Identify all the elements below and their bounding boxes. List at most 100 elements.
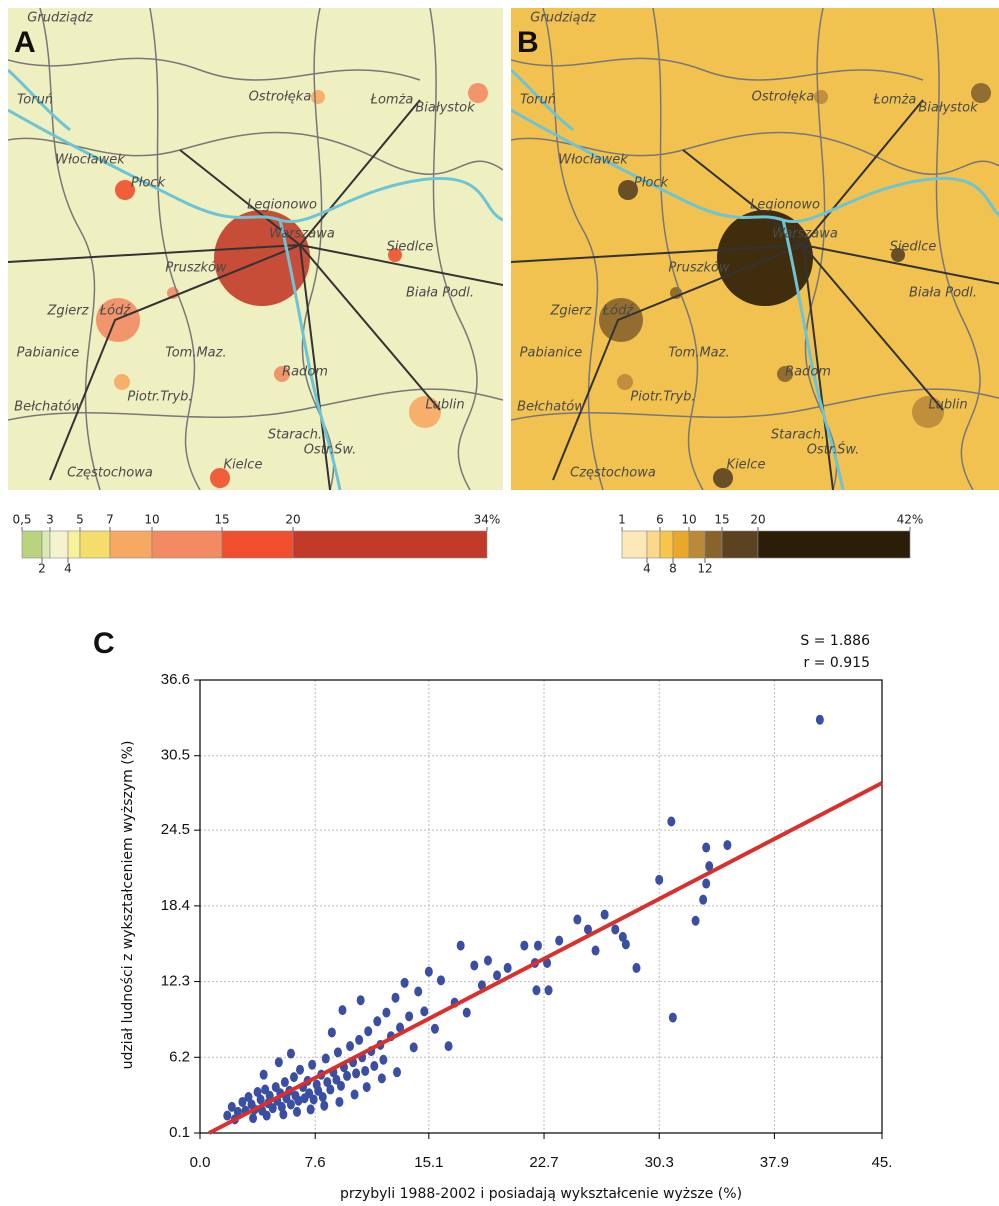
point (287, 1049, 295, 1059)
point (534, 941, 542, 951)
legend-label: 42% (897, 513, 924, 527)
y-tick-label: 30.5 (161, 747, 190, 764)
legend-swatch (689, 531, 705, 558)
city-label: Łomża (873, 93, 917, 108)
legend-label: 8 (669, 562, 677, 576)
map-panel: GrudziądzToruńWłocławekPłockOstrołękaŁom… (511, 8, 999, 490)
city-label: Łomża (370, 93, 414, 108)
point (337, 1081, 345, 1091)
legend-label: 15 (714, 513, 729, 527)
point (601, 910, 609, 920)
map-region (617, 374, 633, 390)
city-label: Pruszków (668, 261, 730, 276)
legend-label: 4 (64, 562, 72, 576)
legend-swatch (152, 531, 222, 558)
x-tick-label: 0.0 (190, 1154, 211, 1171)
city-label: Zgierz (550, 304, 593, 319)
legend-label: 5 (76, 513, 84, 527)
legend-swatch (222, 531, 293, 558)
city-label: Łódź (602, 304, 635, 319)
point (249, 1113, 257, 1123)
city-label: Tom.Maz. (165, 346, 226, 361)
figure: GrudziądzToruńWłocławekPłockOstrołękaŁom… (0, 0, 999, 1206)
city-label: Pabianice (17, 346, 80, 361)
point (279, 1109, 287, 1119)
city-label: Białystok (918, 101, 978, 116)
city-label: Toruń (520, 93, 556, 108)
x-tick-label: 15.1 (414, 1154, 443, 1171)
point (382, 1008, 390, 1018)
point (463, 1008, 471, 1018)
legend-label: 4 (643, 562, 651, 576)
point (655, 875, 663, 885)
point (470, 960, 478, 970)
y-axis-title: udział ludności z wykształceniem wyższym… (120, 741, 136, 1070)
point (326, 1085, 334, 1095)
city-label: Bełchatów (517, 400, 585, 415)
city-label: Ostrołęka (752, 90, 815, 105)
legend-swatch (293, 531, 487, 558)
city-label: Zgierz (47, 304, 90, 319)
city-label: Grudziądz (27, 11, 94, 26)
point (816, 715, 824, 725)
point (319, 1092, 327, 1102)
city-label: Pabianice (520, 346, 583, 361)
city-label: Tom.Maz. (668, 346, 729, 361)
legend-swatch (42, 531, 50, 558)
legend-label: 1 (618, 513, 626, 527)
point (328, 1027, 336, 1037)
city-label: Włocławek (558, 153, 628, 168)
point (431, 1024, 439, 1034)
point (378, 1073, 386, 1083)
legend-label: 2 (38, 562, 46, 576)
city-label: Warszawa (269, 227, 335, 242)
legend-swatch (758, 531, 910, 558)
panel-label: B (517, 26, 539, 59)
legend-label: 3 (46, 513, 54, 527)
city-label: Pruszków (165, 261, 227, 276)
legend-swatch (673, 531, 689, 558)
city-label: Grudziądz (530, 11, 597, 26)
point (370, 1061, 378, 1071)
y-tick-label: 12.3 (161, 973, 190, 990)
city-label: Legionowo (247, 198, 317, 213)
city-label: Ostrołęka (249, 90, 312, 105)
point (611, 924, 619, 934)
x-axis-title: przybyli 1988-2002 i posiadają wykształc… (340, 1186, 742, 1202)
annotation: r = 0.915 (804, 655, 870, 671)
point (632, 963, 640, 973)
x-tick-label: 22.7 (529, 1154, 558, 1171)
legend-swatch (622, 531, 647, 558)
point (667, 816, 675, 826)
point (352, 1068, 360, 1078)
legend-swatch (50, 531, 68, 558)
point (393, 1067, 401, 1077)
point (308, 1060, 316, 1070)
city-label: Ostr.Św. (304, 442, 357, 458)
legend-swatch (80, 531, 110, 558)
legend-label: 20 (285, 513, 300, 527)
point (363, 1082, 371, 1092)
city-label: Łódź (99, 304, 132, 319)
legend-swatch (68, 531, 80, 558)
point (355, 1035, 363, 1045)
city-label: Lublin (425, 398, 464, 413)
point (555, 936, 563, 946)
legend-swatch (22, 531, 42, 558)
point (281, 1077, 289, 1087)
point (346, 1041, 354, 1051)
y-tick-label: 18.4 (161, 897, 190, 914)
legend-swatch (660, 531, 673, 558)
city-label: Biała Podl. (909, 286, 977, 301)
point (414, 987, 422, 997)
legend-label: 7 (106, 513, 114, 527)
point (263, 1111, 271, 1121)
point (401, 978, 409, 988)
point (699, 895, 707, 905)
point (692, 916, 700, 926)
legend-swatch (722, 531, 758, 558)
city-label: Kielce (727, 458, 766, 473)
point (493, 970, 501, 980)
point (484, 955, 492, 965)
y-tick-label: 36.6 (161, 671, 190, 688)
